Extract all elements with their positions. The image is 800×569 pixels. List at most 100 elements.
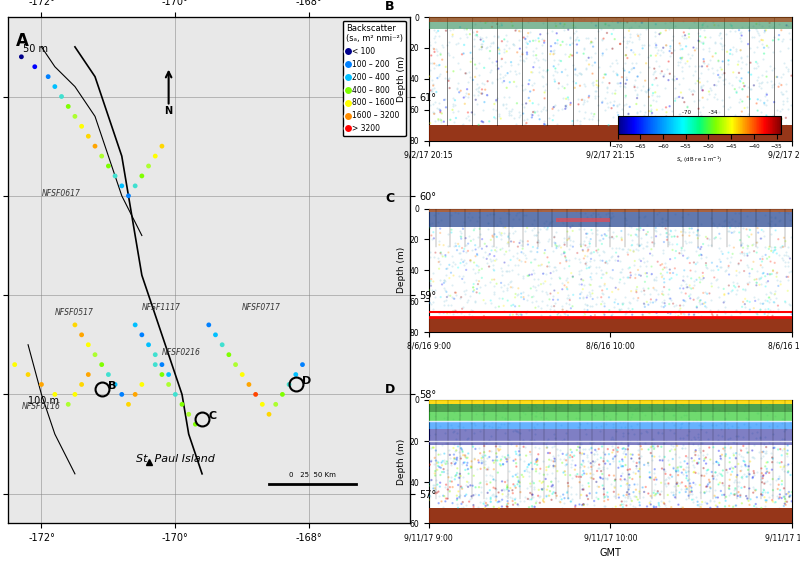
Point [500,502,513,511]
Point [759,446,772,455]
Point [446,477,458,486]
Point [691,308,704,317]
Point [579,430,592,439]
Point [725,252,738,261]
Point [581,291,594,300]
Point [572,100,585,109]
Point [470,284,483,294]
Point [638,76,651,85]
Point [758,26,771,35]
Point [643,63,656,72]
Point [515,310,528,319]
Point [623,465,636,474]
Point [512,215,525,224]
Point [469,483,482,492]
Point [686,489,698,498]
Point [475,459,488,468]
Point [510,462,522,471]
Point [611,59,624,68]
Point [516,100,529,109]
Point [473,58,486,67]
Point [730,501,742,510]
Point [115,182,128,191]
Point [598,502,611,511]
Point [742,248,755,257]
Point [598,403,610,412]
Point [658,498,670,507]
Point [573,472,586,481]
Point [708,220,721,229]
Point [595,231,608,240]
Point [762,311,774,320]
Point [440,494,453,503]
Point [504,307,517,316]
Point [566,448,578,457]
Point [693,274,706,283]
Point [569,23,582,32]
Point [646,456,658,465]
Point [574,13,587,22]
Point [687,448,700,457]
Point [628,64,641,73]
Point [542,448,554,457]
Point [460,500,473,509]
Point [517,287,530,296]
Point [622,273,635,282]
Point [440,398,453,407]
Point [493,69,506,79]
Point [485,65,498,75]
Point [528,254,541,263]
Point [518,33,530,42]
Point [682,292,695,301]
Point [657,43,670,52]
Point [478,80,490,89]
Point [473,483,486,492]
Point [486,241,499,250]
Point [670,246,682,255]
Point [629,492,642,501]
Point [762,296,774,306]
Point [581,452,594,461]
Point [660,475,673,484]
Point [510,249,523,258]
Point [713,244,726,253]
Point [734,45,746,54]
Point [511,472,524,481]
Point [591,116,604,125]
Point [424,300,437,309]
Point [719,75,732,84]
Point [517,85,530,94]
Point [473,401,486,410]
Point [726,467,738,476]
Point [733,308,746,318]
Point [714,455,727,464]
Point [574,448,586,457]
Point [486,423,498,432]
Point [438,276,450,285]
Point [768,298,781,307]
Point [662,497,675,506]
Point [620,51,633,60]
Point [756,22,769,31]
Point [692,104,705,113]
Point [606,266,619,275]
Point [454,249,467,258]
Point [491,468,504,477]
Point [654,456,666,465]
Point [629,229,642,238]
Point [563,255,576,265]
Point [738,483,751,492]
Point [447,306,460,315]
Point [720,465,733,475]
Point [526,80,539,89]
Point [450,453,463,462]
Point [694,112,706,121]
Point [697,240,710,249]
Point [776,90,789,99]
Point [682,282,695,291]
Point [647,441,660,450]
Point [712,71,725,80]
Point [781,460,794,469]
Point [708,38,721,47]
Point [584,472,597,481]
